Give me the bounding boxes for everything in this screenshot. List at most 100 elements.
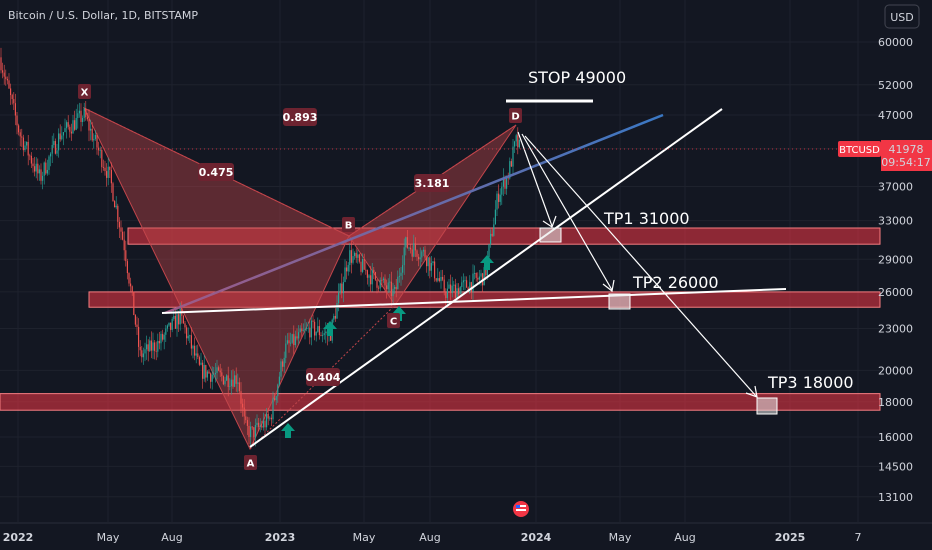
candle-body: [346, 267, 348, 272]
candle-body: [64, 128, 66, 133]
svg-text:A: A: [247, 459, 255, 470]
candle-body: [440, 276, 442, 282]
candle-body: [314, 321, 316, 336]
candle-body: [104, 167, 106, 172]
candle-body: [477, 277, 479, 280]
candle-body: [421, 251, 423, 258]
time-axis-ticks: 2022 May Aug 2023 May Aug 2024 May Aug 2025 7: [3, 531, 862, 544]
candle-body: [226, 375, 228, 381]
svg-text:0.404: 0.404: [306, 371, 341, 384]
candle-body: [14, 103, 16, 116]
candle-body: [416, 250, 418, 257]
candle-body: [339, 283, 341, 293]
chart-title: Bitcoin / U.S. Dollar, 1D, BITSTAMP: [8, 9, 198, 22]
candle-body: [280, 361, 282, 377]
candle-body: [462, 280, 464, 283]
price-tag-symbol: BTCUSD: [839, 145, 880, 156]
candle-body: [283, 357, 285, 367]
candle-body: [483, 267, 485, 286]
candle-body: [382, 278, 384, 281]
candle-body: [347, 265, 349, 272]
candle-body: [466, 280, 468, 288]
candle-body: [429, 257, 431, 271]
price-tick-label: 14500: [878, 460, 913, 473]
candle-body: [413, 243, 415, 257]
candle-body: [122, 231, 124, 240]
candle-body: [418, 256, 420, 260]
candle-body: [288, 340, 290, 344]
signal-arrow-up: [281, 423, 295, 438]
candle-body: [203, 365, 205, 379]
trendline-blue[interactable]: [164, 113, 664, 315]
svg-text:0.893: 0.893: [283, 111, 318, 124]
candle-body: [154, 342, 156, 351]
candle-body: [432, 261, 434, 263]
candle-body: [138, 326, 140, 347]
candle-body: [69, 126, 71, 132]
candle-body: [434, 261, 436, 279]
candle-body: [66, 122, 68, 129]
price-axis[interactable]: [880, 0, 932, 550]
time-tick-label: May: [97, 531, 120, 544]
candle-body: [456, 288, 458, 298]
candle-body: [390, 281, 392, 297]
time-tick-label: Aug: [674, 531, 695, 544]
candle-body: [19, 132, 21, 137]
candle-body: [258, 422, 260, 427]
candle-body: [176, 314, 178, 329]
candle-body: [350, 250, 352, 263]
candle-body: [373, 269, 375, 272]
candle-body: [110, 169, 112, 184]
tp3-annotation: TP3 18000: [767, 373, 854, 392]
candle-body: [42, 175, 44, 181]
tp1-annotation: TP1 31000: [603, 209, 690, 228]
candle-body: [237, 382, 239, 384]
candle-body: [88, 119, 90, 131]
candle-body: [152, 342, 154, 351]
time-tick-label: 2024: [521, 531, 552, 544]
candle-body: [194, 345, 196, 356]
candle-body: [174, 315, 176, 329]
candle-body: [67, 122, 69, 127]
candle-body: [21, 136, 23, 138]
price-tick-label: 47000: [878, 109, 913, 122]
tp2-annotation: TP2 26000: [632, 273, 719, 292]
candle-body: [246, 420, 248, 426]
candle-body: [82, 117, 84, 122]
candle-body: [8, 80, 10, 89]
candle-body: [147, 344, 149, 352]
svg-text:C: C: [390, 317, 397, 328]
trendline-white-support[interactable]: [249, 108, 723, 448]
candle-body: [38, 169, 40, 174]
candle-body: [219, 370, 221, 373]
svg-text:B: B: [345, 221, 353, 232]
candle-body: [458, 288, 460, 295]
point-label-a: A: [244, 455, 257, 470]
candle-body: [442, 276, 444, 280]
candle-body: [224, 380, 226, 385]
candle-body: [392, 288, 394, 297]
currency-button[interactable]: USD: [884, 4, 920, 29]
candle-body: [459, 287, 461, 295]
candle-body: [210, 373, 212, 382]
candle-body: [389, 281, 391, 283]
candle-body: [272, 398, 274, 420]
candle-body: [307, 327, 309, 329]
candle-body: [342, 282, 344, 294]
candle-body: [90, 128, 92, 131]
candle-body: [323, 333, 325, 336]
time-tick-label: 2025: [775, 531, 806, 544]
svg-text:D: D: [511, 112, 519, 123]
candle-body: [162, 333, 164, 340]
flag-event-icon[interactable]: [513, 501, 529, 517]
trendline-white-neckline[interactable]: [161, 288, 787, 314]
candle-body: [435, 278, 437, 281]
candle-body: [261, 426, 263, 428]
candle-body: [502, 178, 504, 187]
candle-body: [158, 340, 160, 344]
candle-body: [142, 353, 144, 358]
candle-body: [34, 166, 36, 172]
candle-body: [445, 292, 447, 299]
plot-area[interactable]: [0, 0, 880, 523]
